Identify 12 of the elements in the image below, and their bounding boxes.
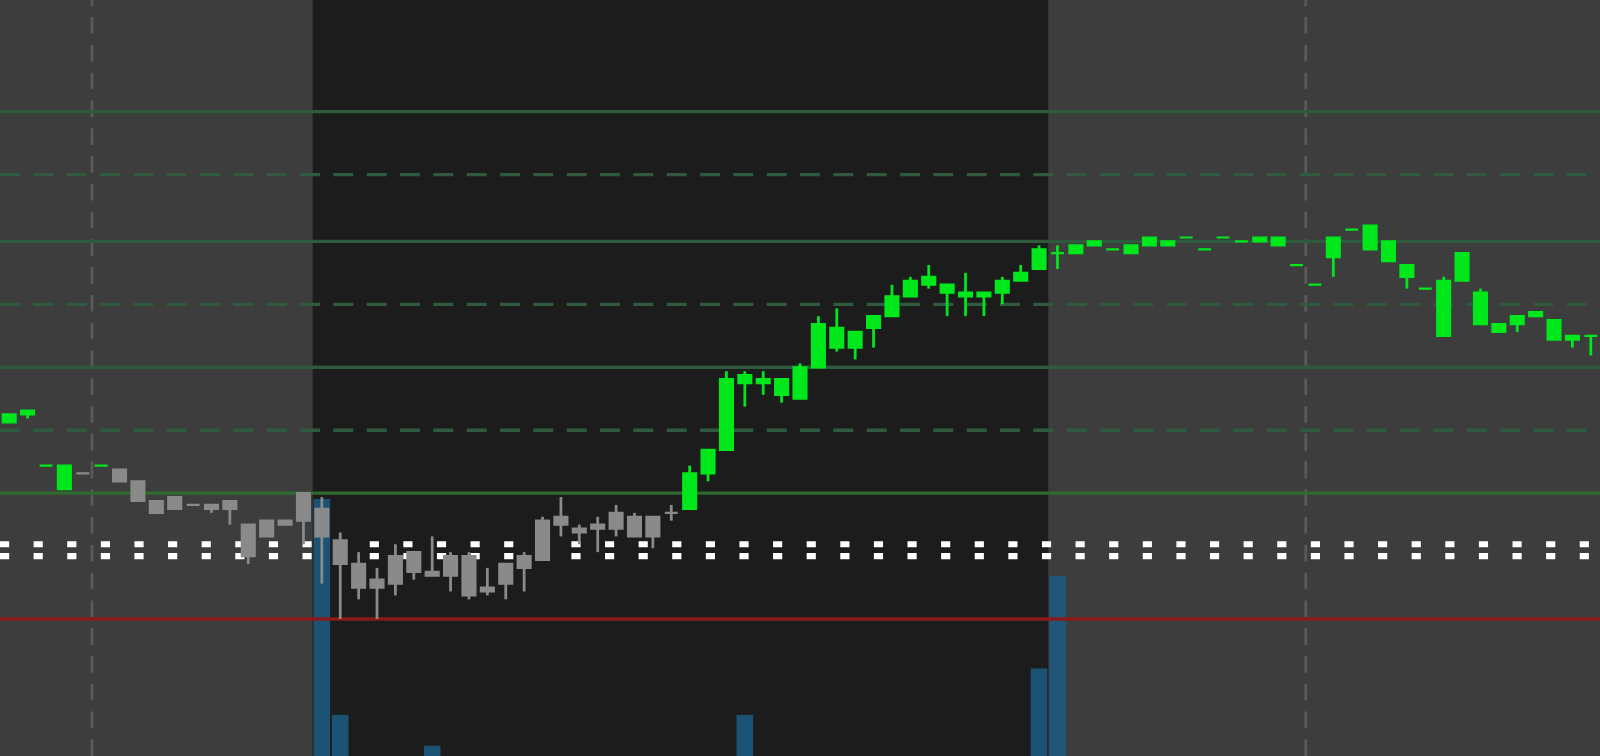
candlestick [1031,243,1047,271]
candlestick [498,562,514,601]
candlestick [1399,263,1415,291]
candlestick [56,464,72,491]
candlestick [663,503,679,523]
candlestick [847,330,863,361]
candlestick [1583,334,1599,357]
bar [423,745,441,756]
bar [736,714,754,756]
candlestick [1049,243,1066,271]
candlestick [1325,236,1341,279]
candlestick [1454,252,1470,282]
